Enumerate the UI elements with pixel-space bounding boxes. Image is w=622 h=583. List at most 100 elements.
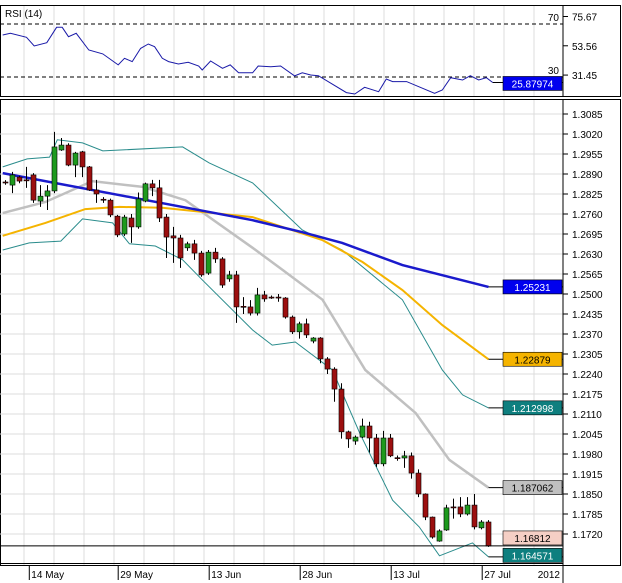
price-tick-label: 1.2825 xyxy=(572,190,603,201)
candle-body-down xyxy=(79,151,86,168)
candle xyxy=(373,433,380,467)
candle-body-down xyxy=(345,431,352,440)
candle xyxy=(219,257,226,288)
candle xyxy=(261,290,268,302)
candle xyxy=(79,150,86,178)
price-grid xyxy=(0,100,563,565)
price-tick-label: 1.2695 xyxy=(572,230,603,241)
candle xyxy=(282,297,289,319)
rsi-grid xyxy=(23,6,535,96)
candle-body-down xyxy=(450,506,457,509)
candle xyxy=(380,430,387,467)
rsi-tick-label: 75.67 xyxy=(572,12,597,23)
candle-body-up xyxy=(142,183,149,202)
candle-body-down xyxy=(366,425,373,439)
candle xyxy=(275,293,282,302)
candle-body-down xyxy=(163,216,170,238)
candle-body-down xyxy=(86,166,93,191)
price-tick-label: 1.3085 xyxy=(572,110,603,121)
candle xyxy=(170,226,177,263)
candle xyxy=(478,520,485,530)
candle-body-up xyxy=(352,436,359,442)
rsi-series xyxy=(2,26,494,95)
rsi-level-label: 70 xyxy=(548,13,560,24)
candle xyxy=(212,247,219,263)
candle-body-down xyxy=(261,294,268,300)
candle xyxy=(338,383,345,439)
candle xyxy=(2,180,9,185)
date-axis: 14 May 29 May 13 Jun 28 Jun 13 Jul 27 Jul 2012 xyxy=(28,566,560,581)
candle xyxy=(429,516,436,539)
candle xyxy=(366,421,373,453)
price-tick-label: 1.1785 xyxy=(572,510,603,521)
candle xyxy=(443,504,450,531)
rsi-line xyxy=(2,26,494,95)
candle-body-down xyxy=(93,189,100,195)
candle xyxy=(296,321,303,339)
candle xyxy=(93,179,100,203)
candle xyxy=(352,435,359,445)
rsi-levels: 70 30 xyxy=(0,13,563,78)
price-badge-bg xyxy=(502,279,563,295)
candle-body-down xyxy=(429,516,436,538)
price-tick-label: 1.2175 xyxy=(572,390,603,401)
price-badge-label: 1.212998 xyxy=(512,404,554,415)
candle xyxy=(184,241,191,251)
candle xyxy=(16,175,23,184)
candle xyxy=(471,493,478,530)
candle-body-down xyxy=(415,472,422,495)
candle-body-up xyxy=(51,146,58,192)
date-tick-label: 13 Jun xyxy=(211,570,241,581)
candle-body-down xyxy=(457,506,464,515)
price-tick-label: 1.1980 xyxy=(572,450,603,461)
candle-body-up xyxy=(58,144,65,151)
candle xyxy=(107,198,114,218)
rsi-tick-label: 31.45 xyxy=(572,71,597,82)
candle-body-up xyxy=(310,337,317,342)
candle-body-up xyxy=(254,294,261,314)
price-tick-label: 1.1915 xyxy=(572,470,603,481)
moving-average-blue-line xyxy=(2,171,489,289)
price-badge-label: 1.22879 xyxy=(514,355,551,366)
rsi-title: RSI (14) xyxy=(5,9,42,20)
candle xyxy=(331,367,338,402)
candle-body-down xyxy=(114,215,121,236)
date-tick-label: 14 May xyxy=(31,570,64,581)
candle-body-down xyxy=(100,198,107,201)
rsi-axis: 75.67 53.56 31.45 25.87974 xyxy=(492,6,597,96)
candle xyxy=(359,418,366,438)
candle-body-up xyxy=(436,530,443,542)
candle xyxy=(387,433,394,458)
price-badge-bg xyxy=(502,480,563,495)
candle xyxy=(485,520,492,547)
price-tick-label: 1.2240 xyxy=(572,370,603,381)
price-badges: 1.212998 1.164571 1.187062 1.22879 1.25231 1.… xyxy=(502,279,563,563)
candle xyxy=(324,357,331,374)
candle-body-down xyxy=(2,181,9,184)
candle xyxy=(205,249,212,275)
candle-body-up xyxy=(44,190,51,197)
candle xyxy=(345,430,352,448)
price-badge-label: 1.164571 xyxy=(512,551,554,562)
candle xyxy=(240,297,247,314)
candle-body-down xyxy=(16,176,23,182)
price-badge-bg xyxy=(502,400,563,416)
candle xyxy=(65,143,72,167)
candle-body-up xyxy=(443,507,450,531)
price-tick-label: 1.1850 xyxy=(572,490,603,501)
candle-body-down xyxy=(107,199,114,216)
candlesticks xyxy=(2,131,492,547)
candle xyxy=(23,166,30,188)
price-tick-label: 1.2955 xyxy=(572,150,603,161)
candle-body-down xyxy=(373,437,380,465)
candle-body-down xyxy=(471,504,478,528)
price-badge-bg xyxy=(502,351,563,367)
candle-body-down xyxy=(156,187,163,219)
candle xyxy=(303,318,310,338)
candle xyxy=(163,213,170,258)
candle-body-down xyxy=(408,455,415,474)
candle-body-down xyxy=(23,179,30,182)
price-tick-label: 1.2760 xyxy=(572,210,603,221)
candle-body-up xyxy=(37,195,44,202)
